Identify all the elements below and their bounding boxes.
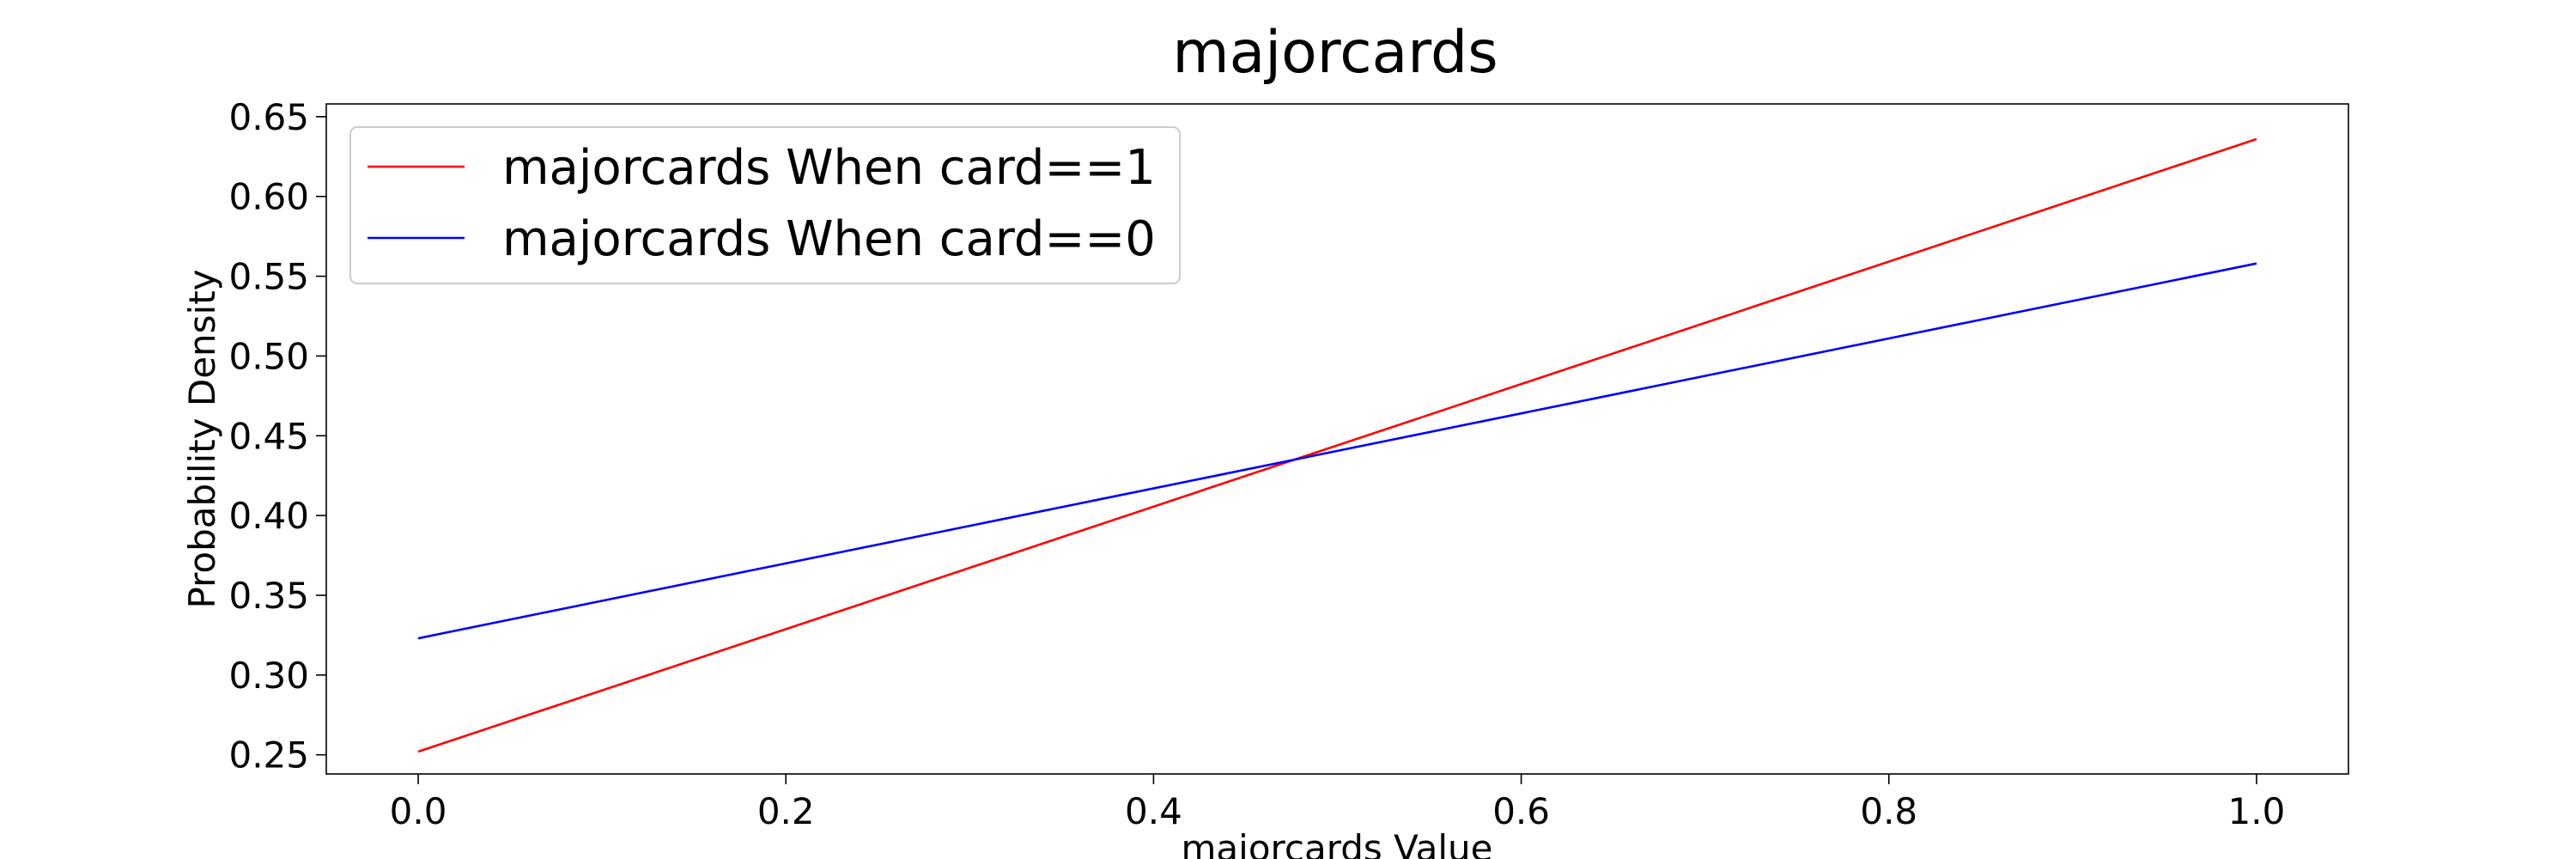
y-tick-label: 0.45 [228, 415, 309, 457]
y-tick-label: 0.30 [228, 655, 309, 697]
x-tick-label: 1.0 [2228, 790, 2286, 832]
y-tick-label: 0.50 [228, 335, 309, 377]
series-lines [417, 137, 2257, 753]
x-tick-label: 0.6 [1492, 790, 1550, 832]
y-tick-label: 0.35 [228, 575, 309, 617]
y-tick-label: 0.40 [228, 495, 309, 537]
y-tick-label: 0.60 [228, 176, 309, 218]
x-tick-label: 0.0 [390, 790, 447, 832]
series-line-0 [417, 137, 2257, 753]
x-tick-label: 0.4 [1125, 790, 1182, 832]
x-axis: 0.0 0.2 0.4 0.6 0.8 1.0 [390, 774, 2286, 832]
legend-label-1: majorcards When card==0 [502, 211, 1156, 267]
y-axis-label: Probability Density [181, 269, 223, 608]
legend-label-0: majorcards When card==1 [502, 140, 1156, 196]
y-tick-label: 0.65 [228, 96, 309, 138]
x-tick-label: 0.8 [1860, 790, 1917, 832]
series-line-1 [417, 262, 2257, 640]
x-tick-label: 0.2 [757, 790, 815, 832]
plot-area-frame [325, 103, 2349, 775]
legend-frame [349, 126, 1181, 284]
legend: majorcards When card==1 majorcards When c… [349, 126, 1181, 284]
x-axis-label: majorcards Value [1182, 827, 1493, 859]
y-tick-label: 0.25 [228, 734, 309, 777]
chart-title: majorcards [1172, 19, 1498, 87]
y-tick-label: 0.55 [228, 256, 309, 298]
y-axis: 0.25 0.30 0.35 0.40 0.45 0.50 0.55 0.60 0.65 [228, 96, 326, 777]
